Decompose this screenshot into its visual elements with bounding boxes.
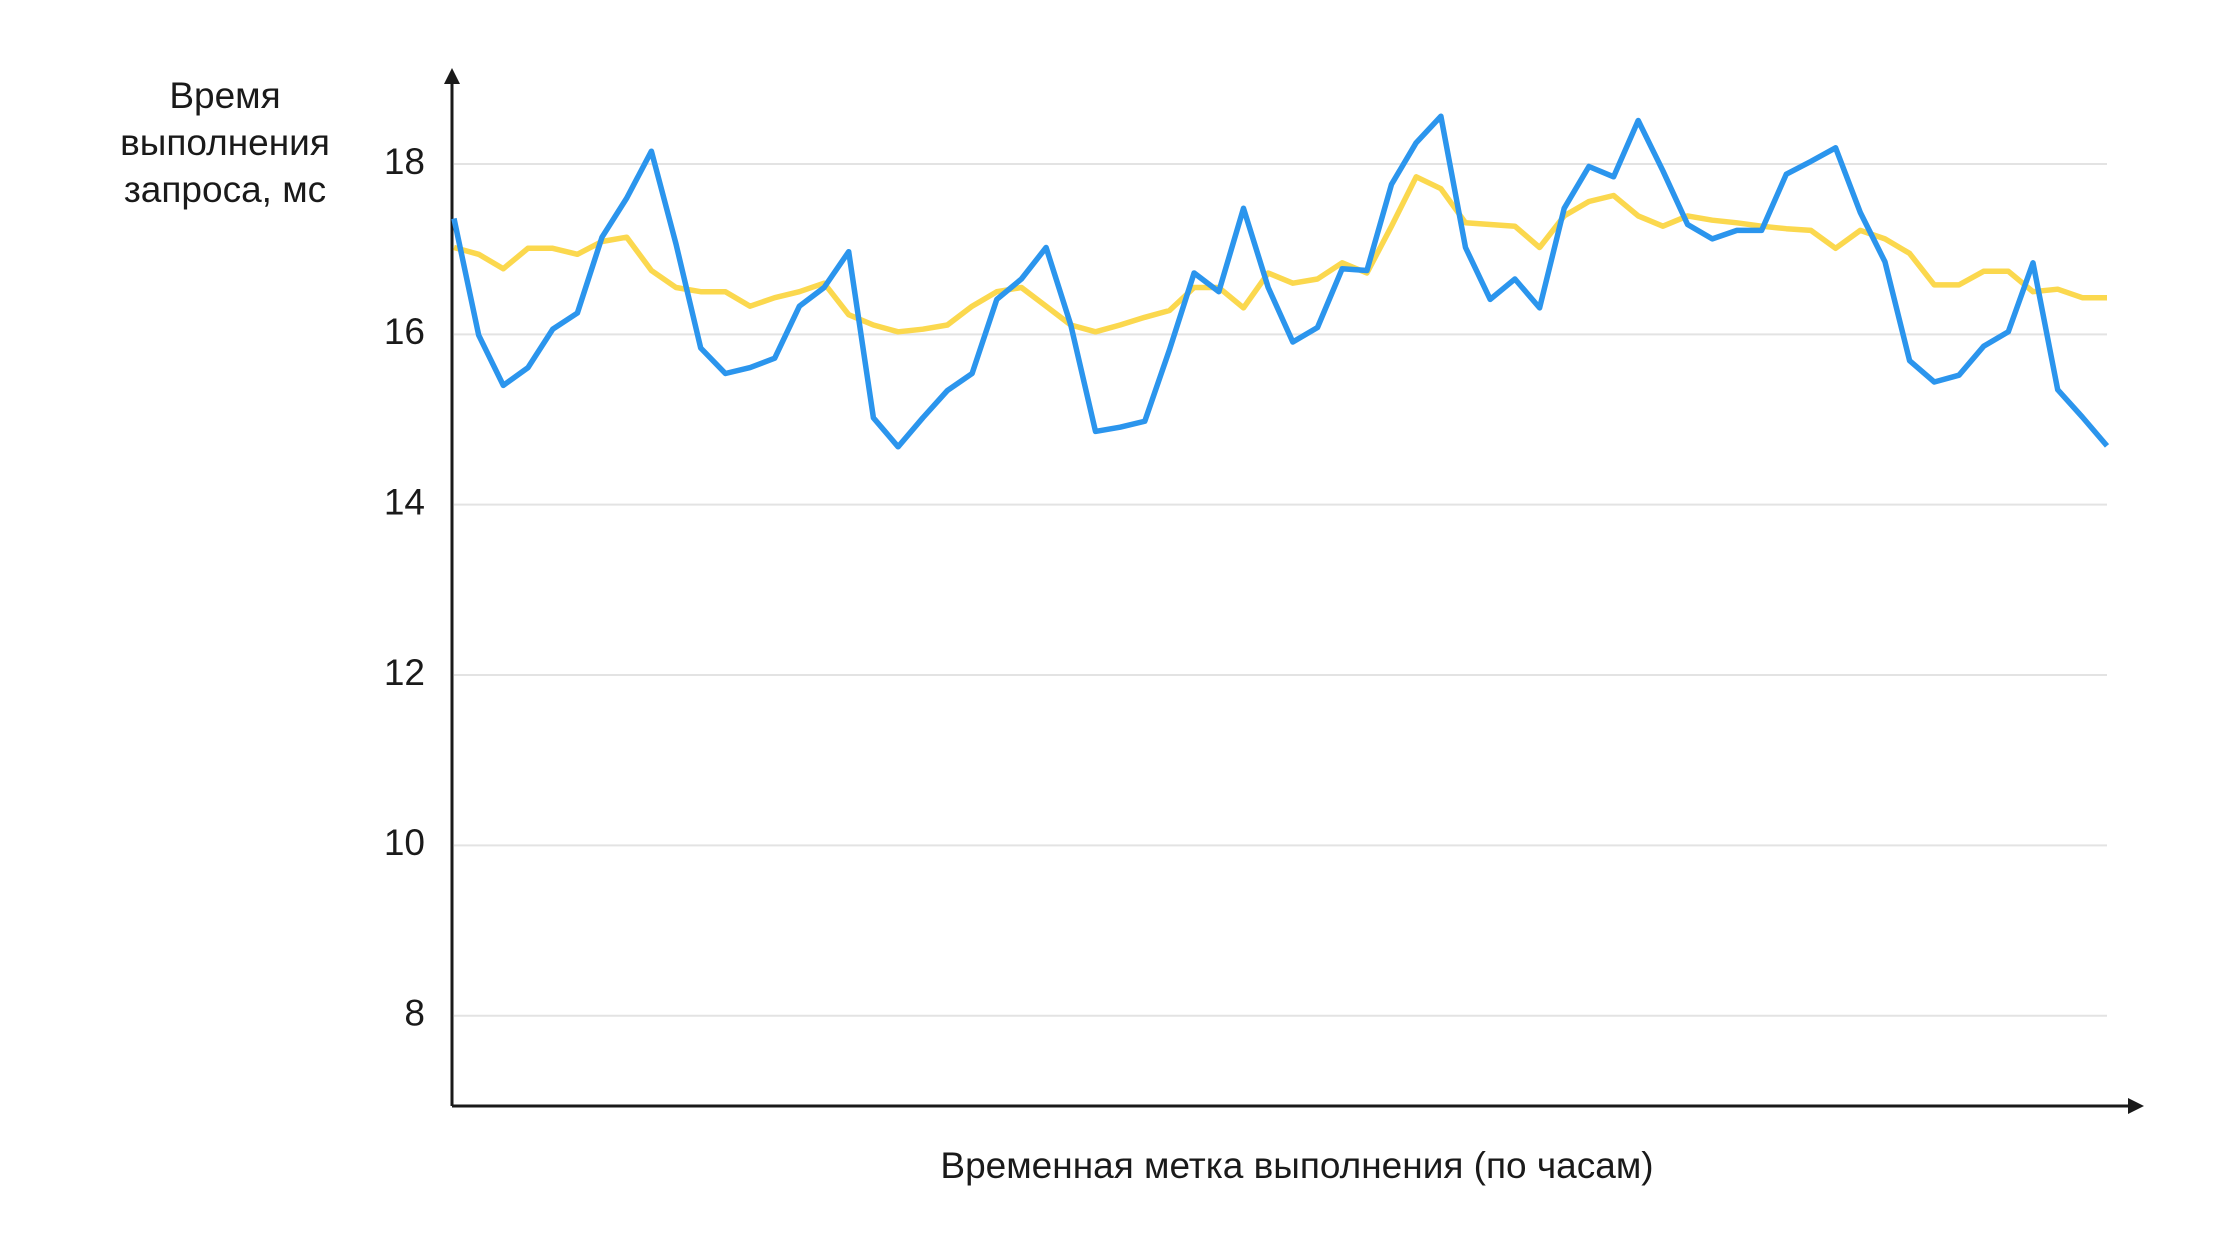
y-axis-arrow bbox=[444, 68, 460, 84]
y-tick-label: 14 bbox=[384, 481, 425, 522]
y-tick-label: 16 bbox=[384, 311, 425, 352]
y-tick-label: 10 bbox=[384, 822, 425, 863]
series-line bbox=[453, 174, 2107, 335]
y-axis-label: Время выполнения запроса, мс bbox=[120, 75, 330, 210]
x-axis-arrow bbox=[2128, 1098, 2144, 1114]
y-tick-label: 18 bbox=[384, 141, 425, 182]
y-tick-label: 12 bbox=[384, 652, 425, 693]
y-tick-label: 8 bbox=[404, 992, 425, 1033]
x-axis-label: Временная метка выполнения (по часам) bbox=[940, 1145, 1653, 1186]
series-line bbox=[451, 113, 2110, 450]
